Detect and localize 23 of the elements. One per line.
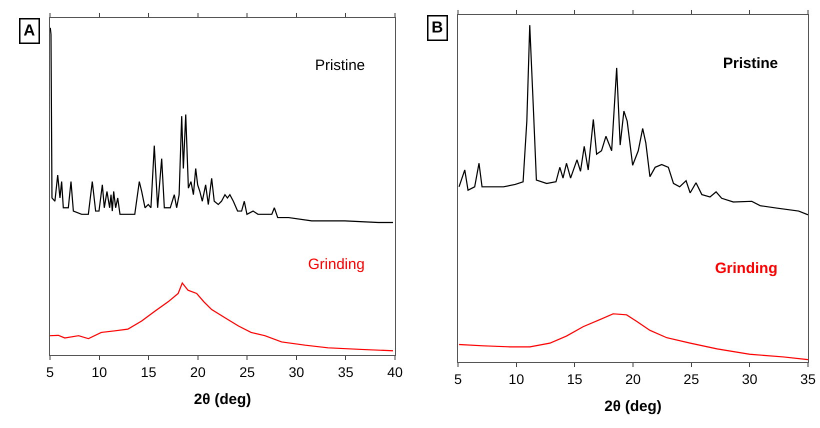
x-tick-label: 25 bbox=[684, 370, 700, 387]
x-tick-label: 40 bbox=[387, 364, 403, 380]
x-tick-label: 30 bbox=[742, 370, 758, 387]
x-tick-label: 5 bbox=[454, 370, 462, 387]
x-tick-label: 20 bbox=[190, 364, 206, 380]
x-tick-label: 15 bbox=[140, 364, 157, 380]
text: Pristine bbox=[723, 55, 778, 72]
text: A bbox=[24, 22, 36, 40]
x-tick-label: 20 bbox=[625, 370, 641, 387]
x-axis-title: 2θ (deg) bbox=[604, 398, 662, 415]
x-tick-label: 5 bbox=[46, 364, 54, 380]
text: B bbox=[432, 20, 444, 36]
x-tick-label: 35 bbox=[338, 364, 354, 380]
x-tick-label: 10 bbox=[92, 364, 108, 380]
text: Pristine bbox=[315, 57, 366, 74]
x-tick-label: 35 bbox=[800, 370, 816, 387]
x-tick-label: 10 bbox=[508, 370, 524, 387]
text: Grinding bbox=[715, 260, 778, 277]
text: Grinding bbox=[308, 256, 365, 273]
x-tick-label: 15 bbox=[566, 370, 583, 387]
x-tick-label: 30 bbox=[288, 364, 304, 380]
x-axis-title: 2θ (deg) bbox=[194, 390, 252, 408]
x-tick-label: 25 bbox=[239, 364, 256, 380]
